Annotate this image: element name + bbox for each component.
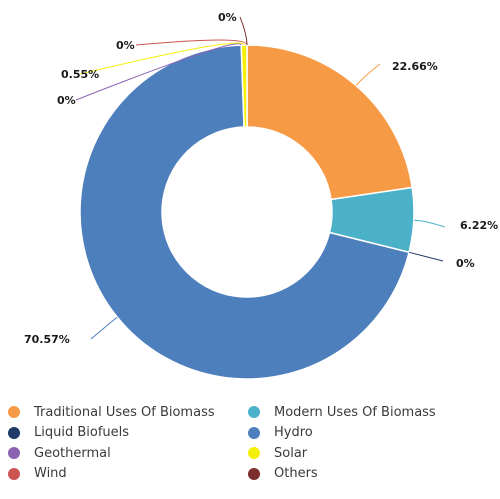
- legend-marker-icon: [8, 406, 20, 418]
- legend-label: Modern Uses Of Biomass: [274, 404, 436, 420]
- legend-marker-icon: [8, 447, 20, 459]
- legend-marker-icon: [248, 467, 260, 480]
- legend-item-traditional-uses-of-biomass[interactable]: Traditional Uses Of Biomass: [8, 402, 215, 422]
- legend-label: Others: [274, 466, 318, 481]
- data-label-solar: 0.55%: [61, 68, 99, 81]
- connector-geothermal: [75, 43, 242, 101]
- legend-item-modern-uses-of-biomass[interactable]: Modern Uses Of Biomass: [248, 402, 436, 422]
- legend-item-others[interactable]: Others: [248, 464, 318, 484]
- legend-item-geothermal[interactable]: Geothermal: [8, 443, 111, 463]
- data-label-geothermal: 0%: [57, 94, 76, 107]
- legend-marker-icon: [8, 467, 20, 480]
- legend-marker-icon: [248, 426, 260, 439]
- slice-hydro[interactable]: [79, 44, 410, 380]
- legend-item-solar[interactable]: Solar: [248, 443, 307, 463]
- data-label-traditional-uses-of-biomass: 22.66%: [392, 60, 438, 73]
- data-label-wind: 0%: [116, 39, 135, 52]
- data-label-modern-uses-of-biomass: 6.22%: [460, 219, 498, 232]
- connector-others: [239, 16, 248, 46]
- legend-label: Wind: [34, 466, 67, 481]
- slice-traditional-uses-of-biomass[interactable]: [246, 44, 414, 201]
- legend-marker-icon: [248, 447, 260, 459]
- connector-modern-uses-of-biomass: [413, 219, 446, 228]
- connector-hydro: [90, 316, 118, 340]
- connector-wind: [135, 39, 248, 46]
- connector-traditional-uses-of-biomass: [355, 63, 381, 86]
- slice-solar[interactable]: [240, 44, 248, 128]
- data-label-others: 0%: [218, 11, 237, 24]
- donut-chart: 22.66% 6.22% 0% 70.57% 0% 0.55% 0% 0%: [24, 11, 498, 380]
- legend-label: Geothermal: [34, 445, 111, 461]
- connector-liquid-biofuels: [408, 251, 444, 262]
- legend-label: Solar: [274, 445, 308, 461]
- data-label-liquid-biofuels: 0%: [456, 257, 475, 270]
- legend-marker-icon: [8, 426, 20, 439]
- legend-item-hydro[interactable]: Hydro: [248, 423, 313, 443]
- legend-label: Traditional Uses Of Biomass: [34, 404, 215, 420]
- connector-solar: [79, 42, 245, 75]
- data-label-hydro: 70.57%: [24, 333, 70, 346]
- legend-label: Hydro: [274, 425, 313, 440]
- legend-label: Liquid Biofuels: [34, 425, 130, 440]
- legend-marker-icon: [248, 406, 260, 418]
- legend-item-liquid-biofuels[interactable]: Liquid Biofuels: [8, 423, 129, 443]
- legend-item-wind[interactable]: Wind: [8, 464, 67, 484]
